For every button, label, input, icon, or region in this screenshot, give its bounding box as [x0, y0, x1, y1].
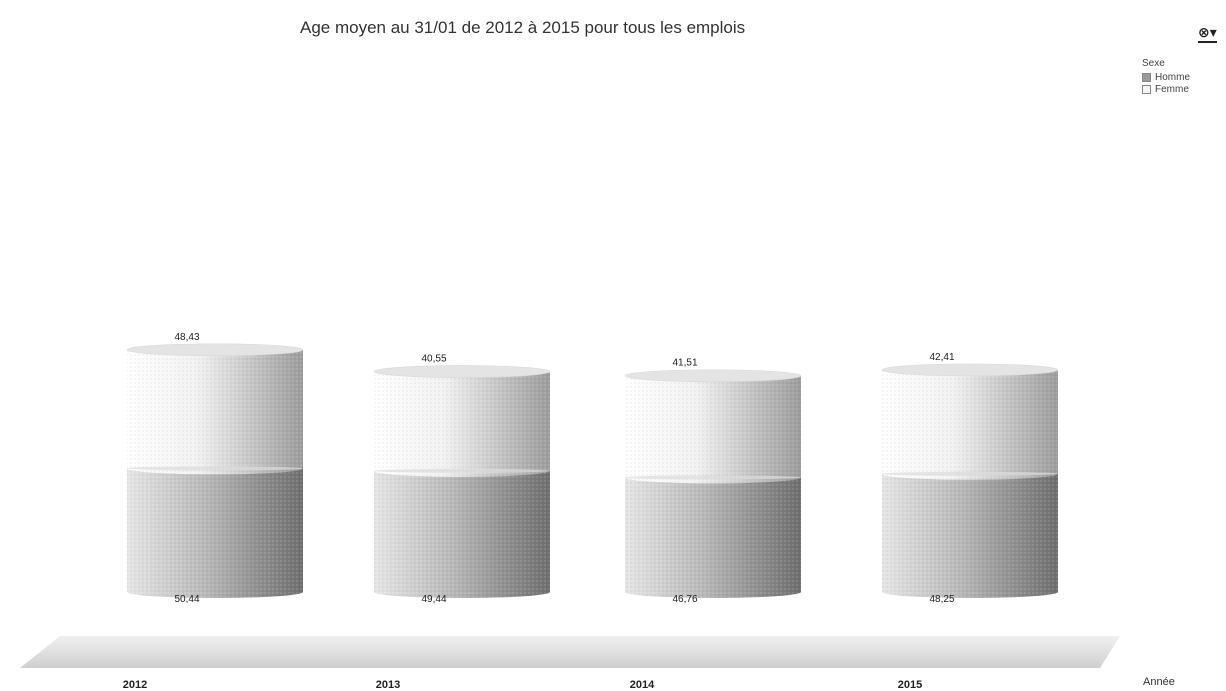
bar-femme-2014[interactable]: [625, 375, 801, 484]
bar-homme-2012[interactable]: [127, 468, 303, 598]
x-tick-label-2015: 2015: [898, 679, 922, 691]
data-label-homme-2012: 50,44: [174, 594, 199, 605]
bar-seam-2015: [882, 471, 1058, 476]
x-tick-label-2014: 2014: [630, 679, 655, 691]
x-tick-label-2012: 2012: [123, 679, 147, 691]
legend-item-femme[interactable]: Femme: [1142, 83, 1190, 95]
legend-label-homme: Homme: [1155, 71, 1191, 83]
bar-homme-2013[interactable]: [374, 470, 550, 598]
x-tick-label-2013: 2013: [376, 679, 400, 691]
data-label-femme-2013: 40,55: [421, 354, 446, 365]
bar-homme-2015[interactable]: [882, 473, 1058, 598]
data-label-femme-2014: 41,51: [672, 358, 697, 369]
chart-floor: [20, 636, 1120, 668]
data-label-homme-2015: 48,25: [929, 594, 954, 605]
legend-title: Sexe: [1142, 58, 1165, 69]
bar-top-cap-2013: [373, 365, 551, 378]
data-label-homme-2013: 49,44: [421, 594, 446, 605]
bar-homme-2014[interactable]: [625, 477, 801, 598]
chart-title: Age moyen au 31/01 de 2012 à 2015 pour t…: [300, 18, 746, 37]
bar-femme-2013[interactable]: [374, 371, 550, 477]
bar-top-cap-2015: [881, 363, 1059, 377]
legend-swatch-femme: [1142, 84, 1151, 94]
bar-seam-2013: [374, 468, 550, 473]
bar-seam-2012: [127, 466, 303, 471]
data-label-femme-2012: 48,43: [174, 332, 199, 343]
x-axis-title: Année: [1143, 676, 1175, 688]
legend: Sexe Homme Femme: [1142, 58, 1190, 95]
legend-item-homme[interactable]: Homme: [1142, 71, 1190, 83]
legend-label-femme: Femme: [1155, 83, 1189, 95]
chart-menu-icon[interactable]: ⊗▾: [1198, 25, 1217, 43]
bar-femme-2015[interactable]: [882, 369, 1058, 480]
bar-seam-2014: [625, 475, 801, 480]
data-label-femme-2015: 42,41: [929, 352, 954, 363]
bar-top-cap-2014: [624, 369, 802, 383]
bar-top-cap-2012: [126, 343, 304, 357]
legend-swatch-homme: [1142, 72, 1151, 82]
bar-femme-2012[interactable]: [127, 349, 303, 475]
data-label-homme-2014: 46,76: [672, 594, 697, 605]
